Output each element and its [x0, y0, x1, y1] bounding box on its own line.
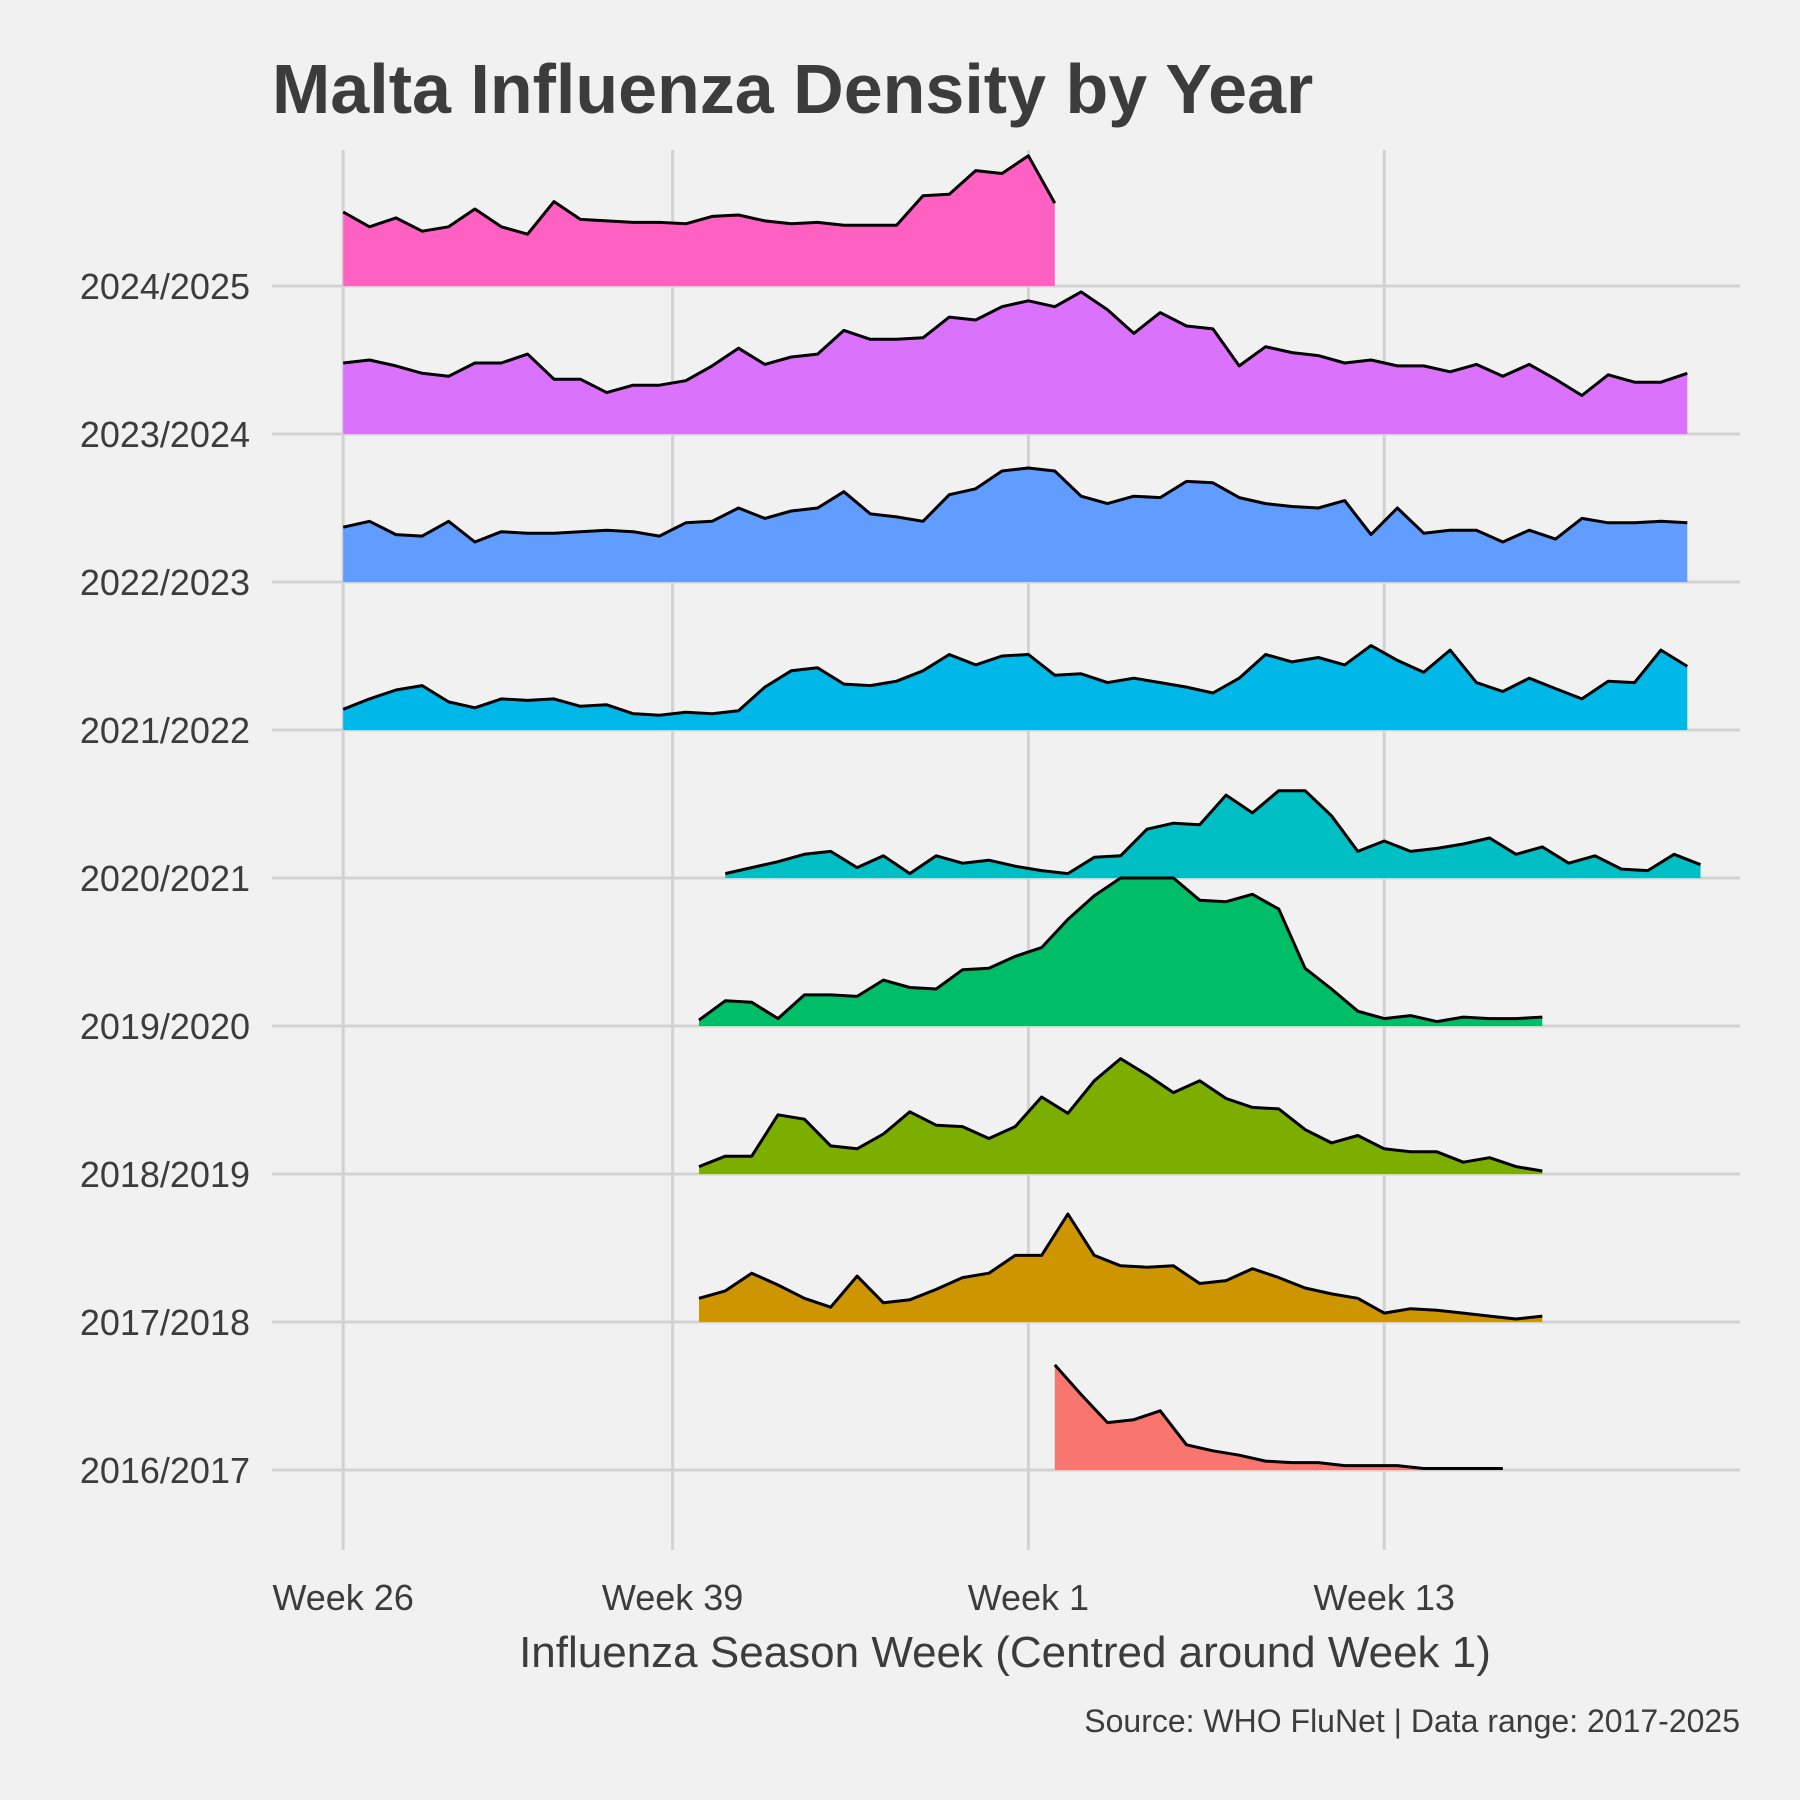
y-tick-label: 2017/2018 [80, 1302, 250, 1343]
chart-title: Malta Influenza Density by Year [272, 50, 1313, 128]
ridge-line [724, 789, 1702, 876]
ridge-area [699, 1058, 1543, 1174]
ridge-line [343, 290, 1688, 397]
ridge-line [698, 1057, 1543, 1173]
ridge-area [1054, 1364, 1503, 1470]
ridge-area [343, 291, 1688, 434]
ridge-line [698, 876, 1543, 1024]
x-tick-label: Week 39 [602, 1577, 743, 1618]
ridge-2021-2022 [342, 644, 1689, 730]
ridge-area [725, 790, 1701, 878]
ridge-line [342, 644, 1689, 717]
ridge-2019-2020 [698, 876, 1543, 1026]
ridge-2018-2019 [698, 1057, 1543, 1174]
y-tick-label: 2016/2017 [80, 1450, 250, 1491]
ridge-line [1053, 1363, 1503, 1470]
x-tick-label: Week 13 [1313, 1577, 1454, 1618]
ridge-area [699, 878, 1543, 1026]
ridge-2020-2021 [724, 789, 1702, 878]
ridge-line [342, 154, 1057, 236]
ridge-area [343, 645, 1688, 730]
y-tick-label: 2021/2022 [80, 710, 250, 751]
ridge-2022-2023 [342, 466, 1688, 582]
y-tick-label: 2022/2023 [80, 562, 250, 603]
ridge-2017-2018 [698, 1212, 1543, 1322]
y-tick-label: 2020/2021 [80, 858, 250, 899]
y-tick-label: 2018/2019 [80, 1154, 250, 1195]
x-axis-title: Influenza Season Week (Centred around We… [519, 1628, 1491, 1677]
ridge-2024-2025 [342, 154, 1057, 286]
y-tick-label: 2019/2020 [80, 1006, 250, 1047]
x-axis-labels: Week 26 Week 39 Week 1 Week 13 [272, 1577, 1454, 1618]
y-axis-labels: 2016/2017 2017/2018 2018/2019 2019/2020 2020… [80, 266, 250, 1491]
ridge-area [343, 468, 1688, 582]
ridge-2023-2024 [343, 290, 1688, 434]
chart-caption: Source: WHO FluNet | Data range: 2017-20… [1084, 1703, 1740, 1739]
x-tick-label: Week 1 [968, 1577, 1089, 1618]
ridge-line [342, 466, 1688, 544]
y-tick-label: 2024/2025 [80, 266, 250, 307]
ridge-2016-2017 [1053, 1363, 1503, 1470]
x-tick-label: Week 26 [272, 1577, 413, 1618]
ridge-line [698, 1212, 1543, 1321]
y-tick-label: 2023/2024 [80, 414, 250, 455]
ridges [342, 154, 1702, 1470]
